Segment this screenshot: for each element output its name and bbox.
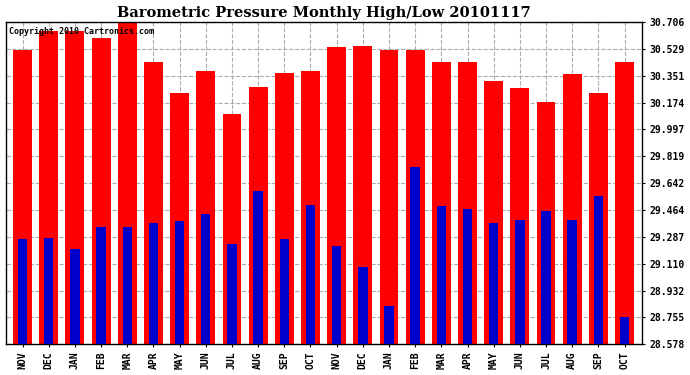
Bar	[18, 240, 28, 344]
Bar	[118, 21, 137, 344]
Bar	[432, 62, 451, 344]
Bar	[170, 93, 189, 344]
Bar	[620, 316, 629, 344]
Bar	[197, 72, 215, 344]
Bar	[201, 214, 210, 344]
Bar	[380, 50, 398, 344]
Bar	[463, 209, 472, 344]
Bar	[253, 191, 263, 344]
Bar	[489, 223, 498, 344]
Bar	[327, 47, 346, 344]
Bar	[406, 50, 424, 344]
Bar	[248, 87, 268, 344]
Text: Copyright 2010 Cartronics.com: Copyright 2010 Cartronics.com	[9, 27, 154, 36]
Bar	[484, 81, 503, 344]
Bar	[332, 246, 342, 344]
Bar	[144, 62, 163, 344]
Bar	[567, 220, 577, 344]
Bar	[97, 227, 106, 344]
Bar	[537, 102, 555, 344]
Bar	[542, 211, 551, 344]
Bar	[384, 306, 394, 344]
Bar	[92, 38, 110, 344]
Bar	[615, 62, 634, 344]
Bar	[275, 73, 294, 344]
Bar	[66, 31, 84, 344]
Bar	[13, 50, 32, 344]
Bar	[593, 195, 603, 344]
Bar	[123, 227, 132, 344]
Bar	[511, 88, 529, 344]
Bar	[306, 205, 315, 344]
Title: Barometric Pressure Monthly High/Low 20101117: Barometric Pressure Monthly High/Low 201…	[117, 6, 531, 20]
Bar	[358, 267, 368, 344]
Bar	[70, 249, 79, 344]
Bar	[437, 206, 446, 344]
Bar	[223, 114, 241, 344]
Bar	[44, 238, 53, 344]
Bar	[411, 167, 420, 344]
Bar	[301, 72, 320, 344]
Bar	[353, 46, 372, 344]
Bar	[563, 75, 582, 344]
Bar	[515, 220, 524, 344]
Bar	[227, 244, 237, 344]
Bar	[149, 223, 158, 344]
Bar	[39, 31, 58, 344]
Bar	[589, 93, 608, 344]
Bar	[458, 62, 477, 344]
Bar	[175, 221, 184, 344]
Bar	[279, 240, 289, 344]
